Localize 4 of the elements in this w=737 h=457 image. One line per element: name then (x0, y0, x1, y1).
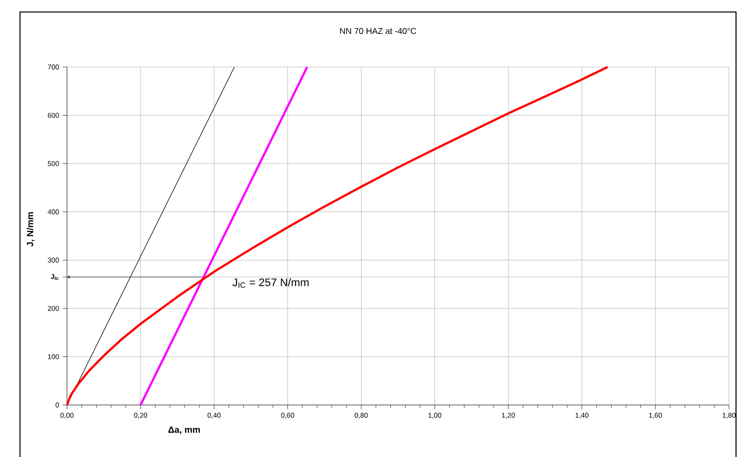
annotation: J$_{IC}$ = 257 N/mm (232, 278, 309, 288)
x-axis-title: Δa, mm (168, 426, 200, 434)
y-axis-title: J, N/mm (26, 212, 35, 247)
chart-title: NN 70 HAZ at -40°C (340, 28, 416, 34)
